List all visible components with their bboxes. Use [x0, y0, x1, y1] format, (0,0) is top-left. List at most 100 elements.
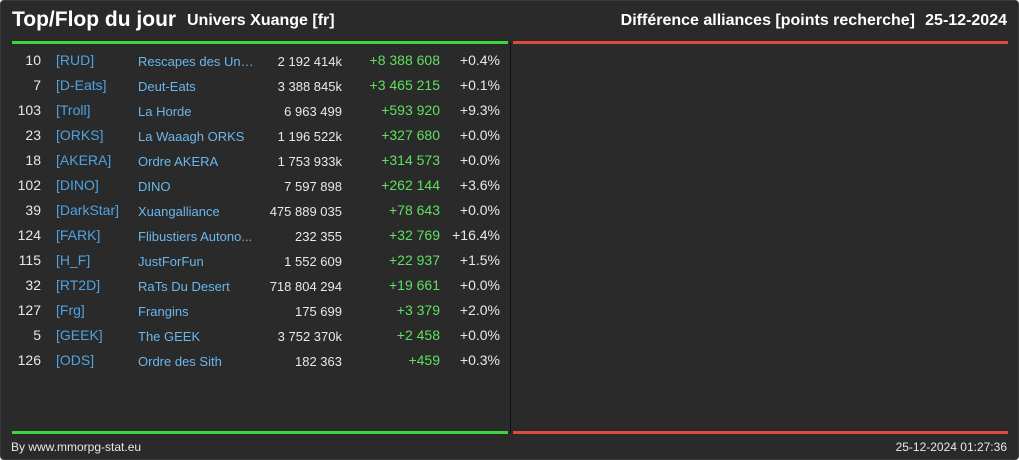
alliance-tag[interactable]: [ODS] — [56, 352, 95, 368]
alliance-tag[interactable]: [D-Eats] — [56, 77, 107, 93]
percent-cell: +0.0% — [459, 127, 500, 143]
diff-cell: +3 379 — [396, 302, 440, 318]
diff-cell: +327 680 — [381, 127, 440, 143]
alliance-name[interactable]: La Waaagh ORKS — [138, 129, 245, 144]
percent-cell: +0.3% — [459, 352, 500, 368]
points-cell: 182 363 — [295, 354, 342, 369]
universe-label: Univers Xuange [fr] — [187, 12, 335, 29]
alliance-tag[interactable]: [Troll] — [56, 102, 91, 118]
table-row: 103 [Troll] La Horde 6 963 499 +593 920 +9.3% — [1, 99, 509, 124]
points-cell: 1 552 609 — [284, 254, 342, 269]
alliance-name[interactable]: JustForFun — [138, 254, 204, 269]
alliance-name[interactable]: Ordre AKERA — [138, 154, 219, 169]
rank-cell: 102 — [17, 177, 41, 193]
diff-cell: +2 458 — [396, 327, 440, 343]
points-cell: 718 804 294 — [269, 279, 342, 294]
percent-cell: +1.5% — [459, 252, 500, 268]
percent-cell: +3.6% — [459, 177, 500, 193]
alliance-name[interactable]: Deut-Eats — [138, 79, 196, 94]
percent-cell: +0.0% — [459, 202, 500, 218]
points-cell: 1 196 522k — [277, 129, 342, 144]
percent-cell: +9.3% — [459, 102, 500, 118]
table-row: 23 [ORKS] La Waaagh ORKS 1 196 522k +327 680… — [1, 124, 509, 149]
alliance-name[interactable]: RaTs Du Desert — [138, 279, 230, 294]
alliance-tag[interactable]: [RUD] — [56, 52, 95, 68]
percent-cell: +0.0% — [459, 327, 500, 343]
table-row: 32 [RT2D] RaTs Du Desert 718 804 294 +19 661… — [1, 274, 509, 299]
alliance-name[interactable]: La Horde — [138, 104, 192, 119]
diff-cell: +32 769 — [389, 227, 440, 243]
table-row: 18 [AKERA] Ordre AKERA 1 753 933k +314 573 +0… — [1, 149, 509, 174]
alliance-name[interactable]: The GEEK — [138, 329, 201, 344]
table-row: 10 [RUD] Rescapes des Univ... 2 192 414k +8 … — [1, 49, 509, 74]
top-list: 10 [RUD] Rescapes des Univ... 2 192 414k +8 … — [1, 49, 509, 374]
category-label: Différence alliances [points recherche] — [620, 12, 915, 29]
alliance-name[interactable]: Rescapes des Univ... — [138, 54, 256, 69]
page-title: Top/Flop du jour — [12, 8, 177, 31]
points-cell: 6 963 499 — [284, 104, 342, 119]
rank-cell: 124 — [17, 227, 41, 243]
points-cell: 3 388 845k — [277, 79, 342, 94]
alliance-tag[interactable]: [Frg] — [56, 302, 85, 318]
diff-cell: +78 643 — [389, 202, 440, 218]
table-row: 102 [DINO] DINO 7 597 898 +262 144 +3.6% — [1, 174, 509, 199]
table-row: 39 [DarkStar] Xuangalliance 475 889 035 +78 … — [1, 199, 509, 224]
rank-cell: 32 — [25, 277, 41, 293]
diff-cell: +262 144 — [381, 177, 440, 193]
rank-cell: 103 — [17, 102, 41, 118]
flop-accent-line — [513, 41, 1008, 44]
diff-cell: +314 573 — [381, 152, 440, 168]
diff-cell: +19 661 — [389, 277, 440, 293]
points-cell: 2 192 414k — [277, 54, 342, 69]
alliance-tag[interactable]: [ORKS] — [56, 127, 104, 143]
alliance-tag[interactable]: [RT2D] — [56, 277, 101, 293]
rank-cell: 126 — [17, 352, 41, 368]
credit-link[interactable]: By www.mmorpg-stat.eu — [11, 440, 142, 454]
alliance-tag[interactable]: [AKERA] — [56, 152, 112, 168]
percent-cell: +2.0% — [459, 302, 500, 318]
table-row: 7 [D-Eats] Deut-Eats 3 388 845k +3 465 215 +0… — [1, 74, 509, 99]
alliance-name[interactable]: Ordre des Sith — [138, 354, 222, 369]
alliance-name[interactable]: Xuangalliance — [138, 204, 220, 219]
header-date: 25-12-2024 — [925, 12, 1007, 29]
rank-cell: 7 — [33, 77, 41, 93]
points-cell: 232 355 — [295, 229, 342, 244]
alliance-tag[interactable]: [DINO] — [56, 177, 99, 193]
top-accent-line — [12, 41, 508, 44]
points-cell: 7 597 898 — [284, 179, 342, 194]
rank-cell: 5 — [33, 327, 41, 343]
percent-cell: +0.1% — [459, 77, 500, 93]
table-row: 127 [Frg] Frangins 175 699 +3 379 +2.0% — [1, 299, 509, 324]
points-cell: 175 699 — [295, 304, 342, 319]
table-row: 5 [GEEK] The GEEK 3 752 370k +2 458 +0.0% — [1, 324, 509, 349]
column-divider — [510, 43, 511, 433]
alliance-name[interactable]: Flibustiers Autono... — [138, 229, 253, 244]
diff-cell: +22 937 — [389, 252, 440, 268]
alliance-tag[interactable]: [GEEK] — [56, 327, 103, 343]
percent-cell: +16.4% — [452, 227, 500, 243]
diff-cell: +8 388 608 — [369, 52, 440, 68]
diff-cell: +593 920 — [381, 102, 440, 118]
table-row: 115 [H_F] JustForFun 1 552 609 +22 937 +1.5% — [1, 249, 509, 274]
points-cell: 3 752 370k — [277, 329, 342, 344]
flop-footer-line — [513, 431, 1008, 434]
alliance-name[interactable]: DINO — [138, 179, 171, 194]
rank-cell: 39 — [25, 202, 41, 218]
top-footer-line — [12, 431, 508, 434]
rank-cell: 127 — [17, 302, 41, 318]
rank-cell: 18 — [25, 152, 41, 168]
alliance-tag[interactable]: [DarkStar] — [56, 202, 120, 218]
alliance-tag[interactable]: [FARK] — [56, 227, 101, 243]
percent-cell: +0.4% — [459, 52, 500, 68]
table-row: 126 [ODS] Ordre des Sith 182 363 +459 +0.3% — [1, 349, 509, 374]
rank-cell: 23 — [25, 127, 41, 143]
percent-cell: +0.0% — [459, 277, 500, 293]
table-row: 124 [FARK] Flibustiers Autono... 232 355 +32… — [1, 224, 509, 249]
percent-cell: +0.0% — [459, 152, 500, 168]
alliance-tag[interactable]: [H_F] — [56, 252, 91, 268]
points-cell: 475 889 035 — [269, 204, 342, 219]
alliance-name[interactable]: Frangins — [138, 304, 189, 319]
rank-cell: 10 — [25, 52, 41, 68]
diff-cell: +459 — [408, 352, 440, 368]
